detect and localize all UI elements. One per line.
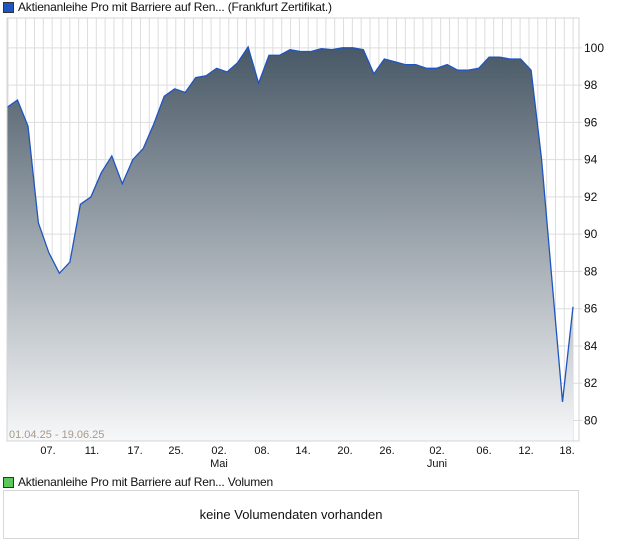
volume-panel: keine Volumendaten vorhanden [3,490,579,539]
y-tick-label: 86 [584,302,598,316]
y-tick-label: 82 [584,376,598,390]
x-tick-label: 14. [295,445,310,457]
y-tick-label: 98 [584,78,598,92]
x-tick-label: 06. [476,445,491,457]
x-tick-label: 20. [337,445,352,457]
x-tick-label: 18. [559,445,574,457]
x-tick-label: 17. [127,445,142,457]
price-legend: Aktienanleihe Pro mit Barriere auf Ren..… [3,0,332,14]
x-tick-label: 08. [254,445,269,457]
x-tick-label: 12. [518,445,533,457]
x-tick-label: 25. [168,445,183,457]
y-tick-label: 80 [584,414,598,428]
x-month-label: Mai [210,458,228,470]
y-tick-label: 94 [584,153,598,167]
x-tick-label: 02. [211,445,226,457]
price-line [6,45,574,402]
y-tick-label: 100 [584,41,604,55]
x-tick-label: 07. [40,445,55,457]
y-tick-label: 90 [584,227,598,241]
x-month-label: Juni [427,458,447,470]
volume-legend: Aktienanleihe Pro mit Barriere auf Ren..… [3,475,273,489]
volume-legend-label: Aktienanleihe Pro mit Barriere auf Ren..… [18,475,274,489]
price-legend-label: Aktienanleihe Pro mit Barriere auf Ren..… [18,0,332,14]
price-area [7,46,573,442]
price-chart: 01.04.25 - 19.06.25 80 82 84 86 88 90 92 94 96 98… [6,17,604,470]
legend-swatch-price [3,1,14,13]
y-tick-label: 88 [584,264,598,278]
y-tick-label: 96 [584,115,598,129]
date-range-label: 01.04.25 - 19.06.25 [9,429,104,441]
y-tick-label: 84 [584,339,598,353]
no-volume-message: keine Volumendaten vorhanden [199,507,383,522]
x-tick-label: 11. [85,445,99,457]
y-tick-label: 92 [584,190,598,204]
x-tick-label: 26. [379,445,394,457]
legend-swatch-volume [3,476,14,488]
x-tick-label: 02. [429,445,444,457]
plot-border [6,17,580,442]
